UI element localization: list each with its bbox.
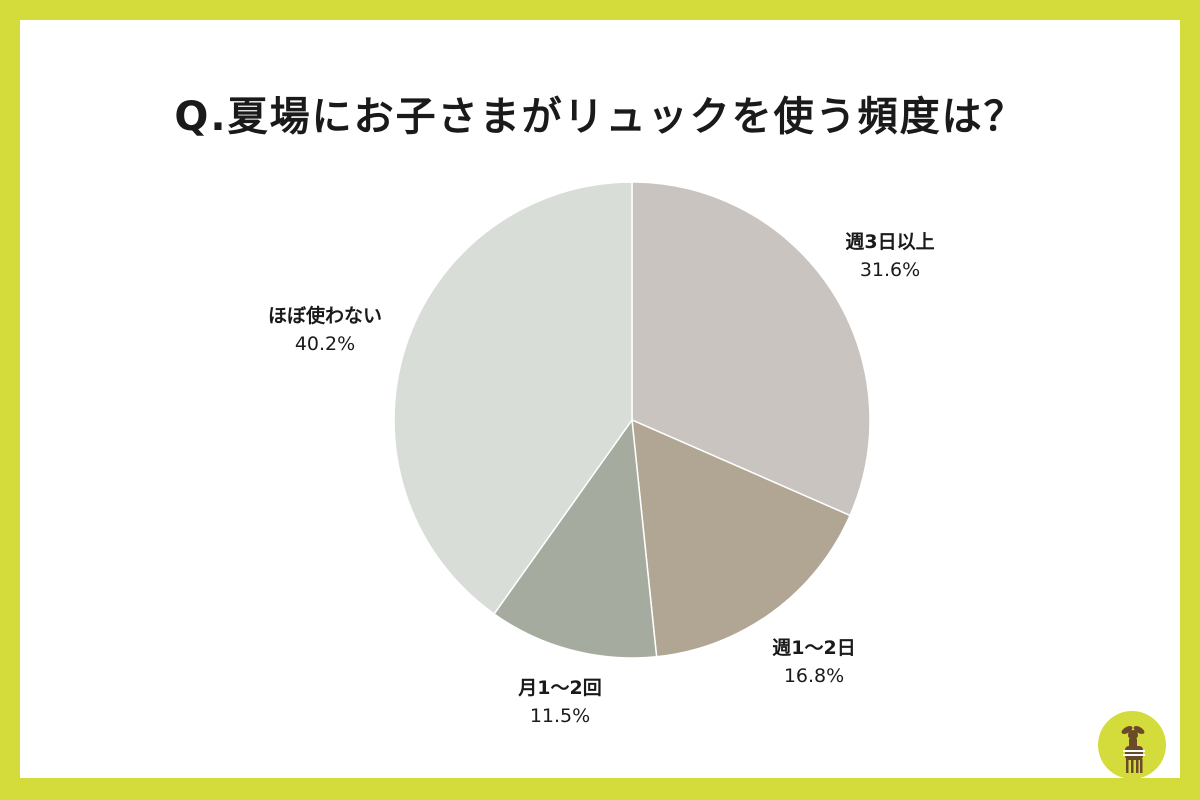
fawn-icon (1121, 726, 1145, 773)
chart-title: Q.夏場にお子さまがリュックを使う頻度は？ (174, 94, 1026, 140)
pie-slice-month1to2 (493, 417, 658, 659)
pie-slice-rarely (393, 181, 633, 615)
logo-stripe (1123, 750, 1145, 752)
slice-value-label: 40.2% (294, 333, 356, 355)
slice-value-label: 16.8% (783, 665, 845, 687)
slice-label-month1to2: 月1～2回 11.5% (490, 674, 630, 730)
pie-chart (393, 181, 871, 659)
slice-label-week1to2: 週1～2日 16.8% (744, 634, 884, 690)
slice-label-text: 週3日以上 (845, 231, 935, 253)
slice-label-rarely: ほぼ使わない 40.2% (245, 302, 405, 358)
slice-label-text: 週1～2日 (772, 637, 856, 659)
slice-label-week3plus: 週3日以上 31.6% (820, 228, 960, 284)
pie-slices (393, 181, 871, 659)
slice-label-text: 月1～2回 (518, 677, 602, 699)
chart-frame: Q.夏場にお子さまがリュックを使う頻度は？ 週3日以上 31.6% 週1～2日 … (20, 20, 1180, 779)
pie-slice-week1to2 (631, 418, 852, 658)
slice-label-text: ほぼ使わない (267, 305, 382, 327)
slice-value-label: 31.6% (859, 259, 921, 281)
logo-stripe (1123, 754, 1145, 756)
slice-value-label: 11.5% (529, 705, 591, 727)
fawn-logo (1098, 711, 1166, 779)
pie-slice-week3plus (631, 181, 871, 517)
